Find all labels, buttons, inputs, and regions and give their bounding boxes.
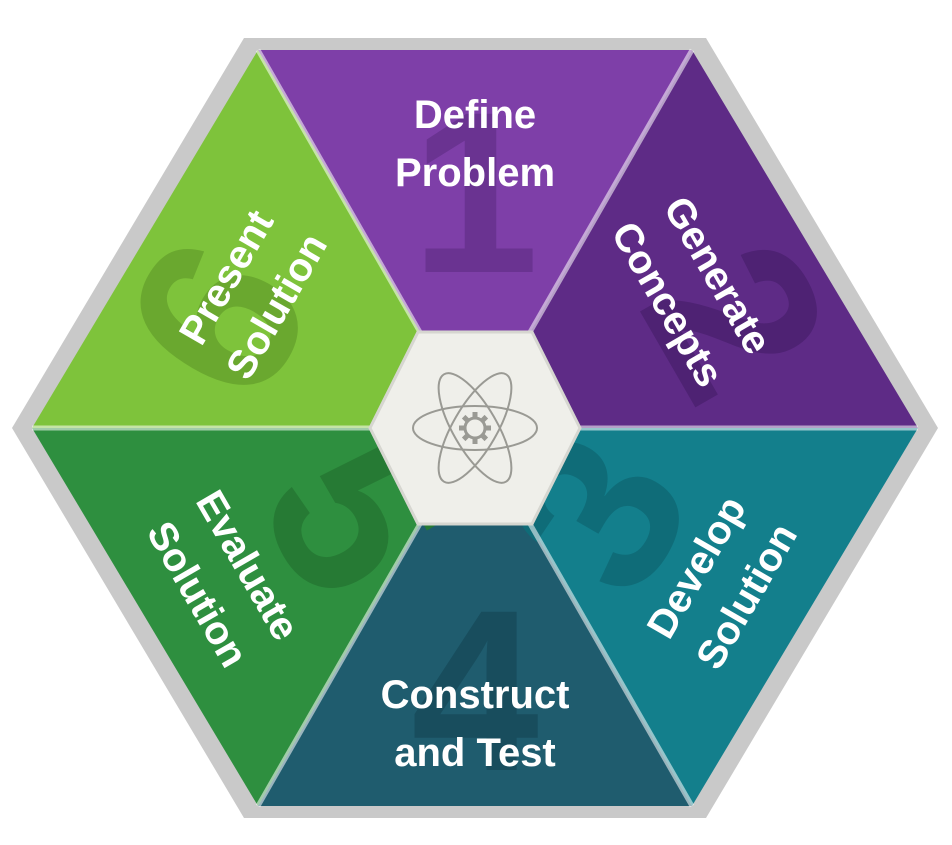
step-number-1: 1	[411, 64, 539, 321]
center-hexagon	[368, 330, 582, 526]
segment-construct-and-test	[258, 428, 692, 806]
step-number-4: 4	[411, 562, 539, 819]
segment-evaluate-solution	[32, 428, 475, 806]
segment-develop-solution	[475, 428, 918, 806]
label-construct-and-test-line-2: and Test	[394, 731, 556, 775]
label-construct-and-test: Construct and Test	[381, 673, 570, 775]
segment-define-problem	[258, 50, 692, 428]
segment-present-solution	[32, 50, 475, 428]
label-define-problem: Define Problem	[395, 93, 555, 195]
label-define-problem-line-2: Problem	[395, 151, 555, 195]
label-define-problem-line-1: Define	[414, 93, 536, 137]
label-construct-and-test-line-1: Construct	[381, 673, 570, 717]
segments-layer	[32, 50, 918, 806]
atom-gear-icon	[412, 372, 538, 484]
segment-generate-concepts	[475, 50, 918, 428]
